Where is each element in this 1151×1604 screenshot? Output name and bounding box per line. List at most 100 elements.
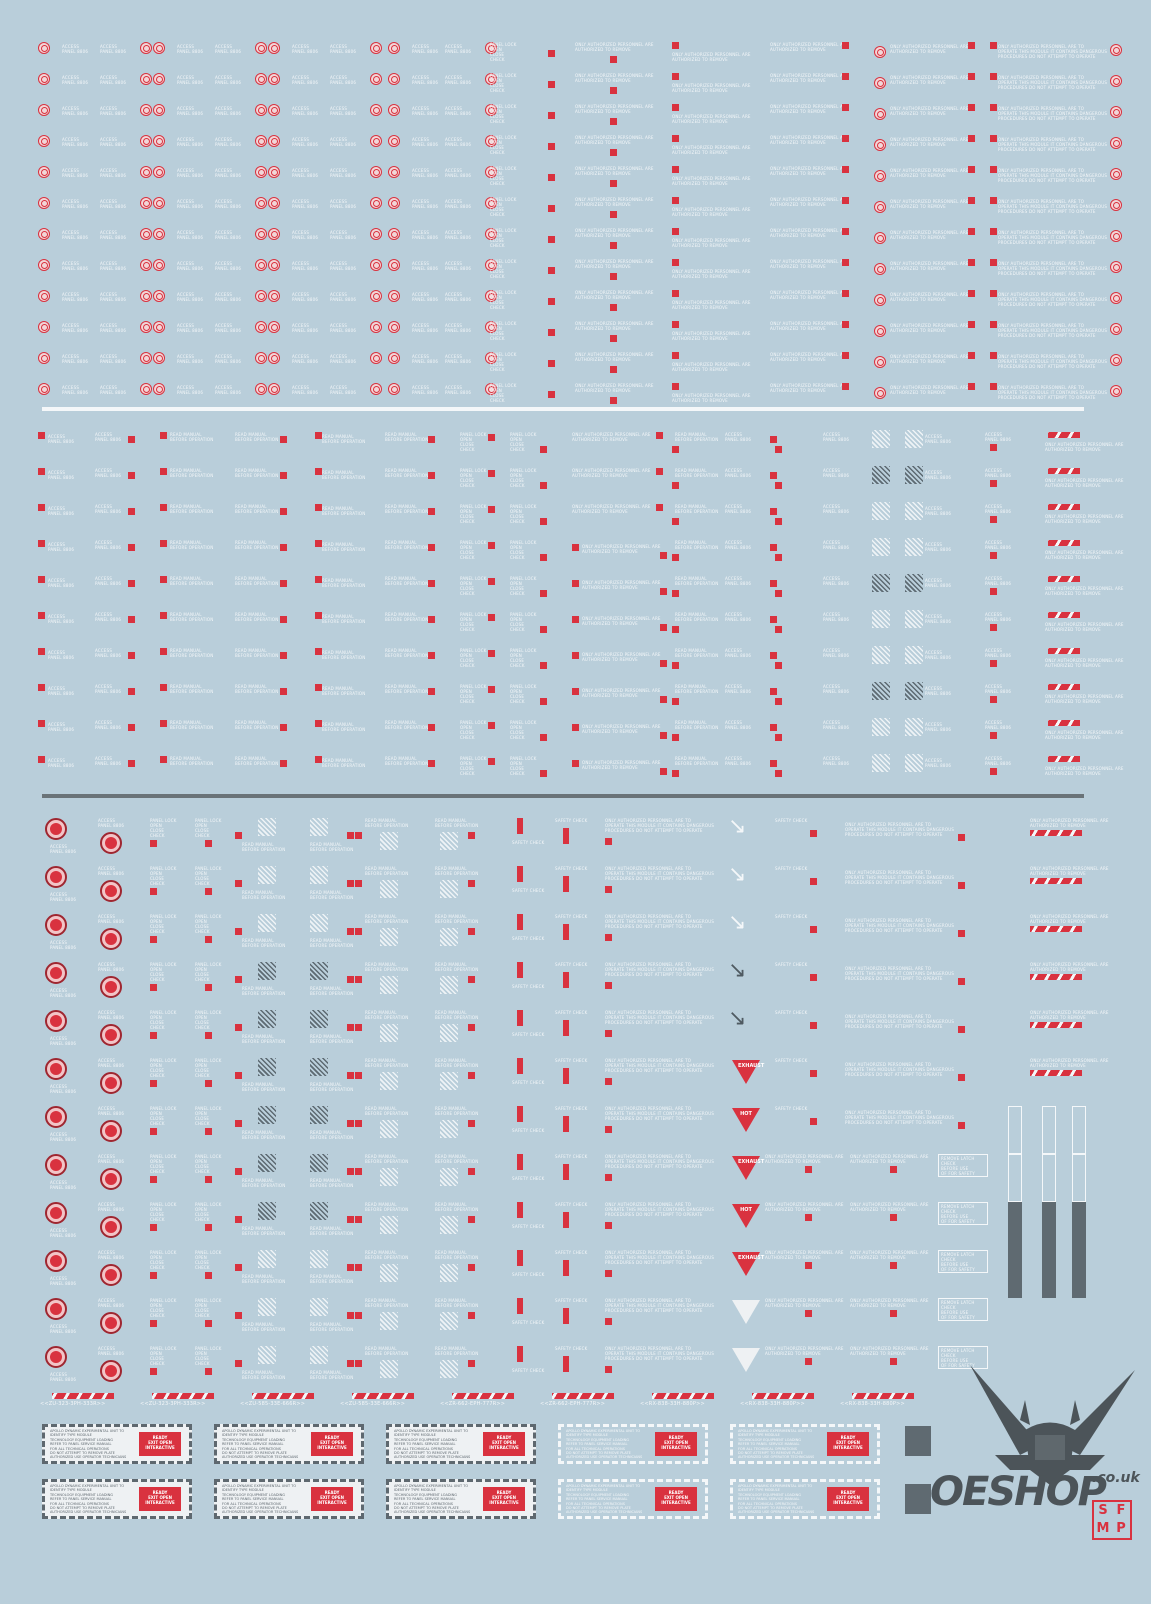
decal-text: READ MANUAL BEFORE OPERATION	[435, 1298, 479, 1308]
crosshair-decal	[1110, 385, 1122, 397]
decal-text: ACCESS PANEL 8806	[95, 504, 122, 514]
decal-text: SAFETY CHECK	[775, 1058, 808, 1063]
vertical-label-decal	[1072, 1250, 1086, 1298]
section-divider-white	[42, 407, 1084, 411]
decal-text: ONLY AUTHORIZED PERSONNEL ARE TO OPERATE…	[605, 1106, 715, 1121]
hatch-decal	[380, 1264, 398, 1282]
decal-text: READ MANUAL BEFORE OPERATION	[242, 1034, 286, 1044]
red-square-decal	[805, 1358, 812, 1365]
decal-text: READ MANUAL BEFORE OPERATION	[242, 1178, 286, 1188]
decal-text: ACCESS PANEL 8806	[292, 230, 319, 240]
hazard-stripe-decal	[152, 1393, 214, 1399]
decal-text: ACCESS PANEL 8806	[177, 106, 204, 116]
decal-text: ONLY AUTHORIZED PERSONNEL ARE AUTHORIZED…	[575, 228, 654, 238]
decal-text: ONLY AUTHORIZED PERSONNEL ARE AUTHORIZED…	[672, 52, 751, 62]
decal-text: READ MANUAL BEFORE OPERATION	[170, 720, 214, 730]
decal-text: ONLY AUTHORIZED PERSONNEL ARE AUTHORIZED…	[575, 259, 654, 269]
red-square-decal	[968, 228, 975, 235]
red-square-decal	[468, 976, 475, 983]
decal-text: PANEL LOCK OPEN CLOSE CHECK	[195, 1106, 222, 1126]
decal-text: READ MANUAL BEFORE OPERATION	[170, 756, 214, 766]
warning-roundel-decal	[45, 1058, 67, 1080]
decal-text: ACCESS PANEL 8806	[215, 230, 242, 240]
panel-text: APOLLO DYNAMIC EXPERIMENTAL UNIT TO IDEN…	[566, 1484, 643, 1515]
decal-text: ACCESS PANEL 8806	[100, 137, 127, 147]
red-square-decal	[280, 508, 287, 515]
decal-text: ACCESS PANEL 8806	[412, 354, 439, 364]
warning-roundel-decal	[45, 914, 67, 936]
crosshair-decal	[140, 383, 152, 395]
decal-text: ONLY AUTHORIZED PERSONNEL ARE TO OPERATE…	[998, 137, 1108, 152]
decal-text: ONLY AUTHORIZED PERSONNEL ARE TO OPERATE…	[998, 385, 1108, 400]
decal-text: ACCESS PANEL 8806	[95, 684, 122, 694]
decal-text: ONLY AUTHORIZED PERSONNEL ARE AUTHORIZED…	[890, 106, 969, 116]
hatch-decal	[380, 1024, 398, 1042]
red-square-decal	[572, 760, 579, 767]
decal-text: ACCESS PANEL 8806	[412, 106, 439, 116]
decal-text: ONLY AUTHORIZED PERSONNEL ARE AUTHORIZED…	[890, 385, 969, 395]
red-square-decal	[128, 616, 135, 623]
red-square-decal	[38, 720, 45, 727]
decal-text: READ MANUAL BEFORE OPERATION	[170, 612, 214, 622]
red-square-decal	[605, 934, 612, 941]
crosshair-decal	[255, 104, 267, 116]
decal-text: READ MANUAL BEFORE OPERATION	[365, 1106, 409, 1116]
decal-text: ONLY AUTHORIZED PERSONNEL ARE AUTHORIZED…	[765, 1298, 844, 1308]
decal-text: ONLY AUTHORIZED PERSONNEL ARE AUTHORIZED…	[890, 75, 969, 85]
decal-text: ONLY AUTHORIZED PERSONNEL ARE AUTHORIZED…	[575, 135, 654, 145]
decal-text: ACCESS PANEL 8806	[48, 470, 75, 480]
hatch-decal	[380, 1360, 398, 1378]
red-square-decal	[128, 652, 135, 659]
red-square-decal	[205, 1368, 212, 1375]
decal-text: ONLY AUTHORIZED PERSONNEL ARE AUTHORIZED…	[1030, 1010, 1109, 1020]
red-square-decal	[990, 135, 997, 142]
red-square-decal	[672, 321, 679, 328]
red-square-decal	[842, 42, 849, 49]
decal-text: ONLY AUTHORIZED PERSONNEL ARE AUTHORIZED…	[575, 73, 654, 83]
decal-text: READ MANUAL BEFORE OPERATION	[322, 758, 366, 768]
hatch-decal	[310, 866, 328, 884]
ready-box: READY EXIT OPEN INTERACTIVE	[139, 1432, 181, 1456]
decal-text: READ MANUAL BEFORE OPERATION	[385, 576, 429, 586]
decal-text: ONLY AUTHORIZED PERSONNEL ARE AUTHORIZED…	[890, 137, 969, 147]
decal-text: ONLY AUTHORIZED PERSONNEL ARE AUTHORIZED…	[1030, 1058, 1109, 1068]
decal-text: ONLY AUTHORIZED PERSONNEL ARE TO OPERATE…	[998, 75, 1108, 90]
red-square-decal	[672, 135, 679, 142]
decal-text: ACCESS PANEL 8806	[725, 720, 752, 730]
red-square-decal	[488, 506, 495, 513]
warning-roundel-decal	[100, 976, 122, 998]
serial-number: <<RX-838-33H-880P>>	[740, 1401, 805, 1407]
red-square-decal	[540, 518, 547, 525]
decal-text: READ MANUAL BEFORE OPERATION	[322, 686, 366, 696]
red-square-decal	[610, 242, 617, 249]
red-square-decal	[968, 135, 975, 142]
decal-text: ONLY AUTHORIZED PERSONNEL ARE TO OPERATE…	[998, 323, 1108, 338]
decal-text: ONLY AUTHORIZED PERSONNEL ARE TO OPERATE…	[605, 818, 715, 833]
red-square-decal	[235, 1216, 242, 1223]
hazard-stripe-decal	[52, 1393, 114, 1399]
decal-text: READ MANUAL BEFORE OPERATION	[242, 1274, 286, 1284]
crosshair-decal	[485, 135, 497, 147]
red-square-decal	[150, 936, 157, 943]
crosshair-decal	[388, 383, 400, 395]
decal-text: READ MANUAL BEFORE OPERATION	[435, 1058, 479, 1068]
decal-text: ACCESS PANEL 8806	[48, 722, 75, 732]
decal-text: SAFETY CHECK	[555, 914, 588, 919]
decal-text: PANEL LOCK OPEN CLOSE CHECK	[150, 1250, 177, 1270]
warning-roundel-decal	[45, 818, 67, 840]
hazard-stripe-decal	[1048, 648, 1080, 654]
decal-text: ACCESS PANEL 8806	[292, 199, 319, 209]
crosshair-decal	[1110, 137, 1122, 149]
decal-text: ACCESS PANEL 8806	[725, 756, 752, 766]
crosshair-decal	[153, 352, 165, 364]
red-square-decal	[805, 1262, 812, 1269]
decal-text: ONLY AUTHORIZED PERSONNEL ARE AUTHORIZED…	[1045, 622, 1124, 632]
decal-text: ONLY AUTHORIZED PERSONNEL ARE AUTHORIZED…	[765, 1202, 844, 1212]
red-square-decal	[428, 760, 435, 767]
red-square-decal	[968, 197, 975, 204]
vertical-label-decal	[1008, 1154, 1022, 1202]
red-square-decal	[488, 578, 495, 585]
hatch-decal	[258, 1058, 276, 1076]
decal-text: ONLY AUTHORIZED PERSONNEL ARE AUTHORIZED…	[575, 383, 654, 393]
hatch-decal	[872, 682, 890, 700]
